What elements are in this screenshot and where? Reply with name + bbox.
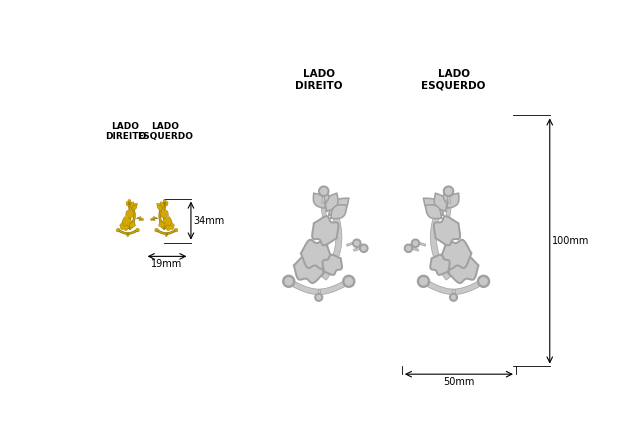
Polygon shape (129, 221, 135, 228)
Circle shape (284, 276, 294, 287)
Polygon shape (442, 240, 472, 269)
Polygon shape (125, 209, 134, 218)
Text: 50mm: 50mm (444, 377, 475, 387)
Polygon shape (118, 229, 138, 235)
Circle shape (163, 200, 166, 203)
Polygon shape (430, 255, 450, 275)
Circle shape (116, 228, 120, 232)
Circle shape (343, 276, 355, 287)
Polygon shape (426, 205, 442, 218)
Polygon shape (331, 205, 347, 218)
Polygon shape (329, 198, 349, 215)
Polygon shape (452, 289, 455, 294)
Polygon shape (301, 240, 331, 269)
Polygon shape (444, 188, 454, 205)
Text: LADO
ESQUERDO: LADO ESQUERDO (137, 122, 193, 141)
Circle shape (165, 234, 168, 236)
Text: 100mm: 100mm (552, 236, 589, 246)
Polygon shape (126, 202, 130, 207)
Polygon shape (322, 196, 325, 203)
Polygon shape (163, 200, 166, 206)
Polygon shape (132, 205, 137, 210)
Polygon shape (160, 202, 164, 208)
Circle shape (319, 187, 328, 196)
Polygon shape (314, 193, 325, 208)
Polygon shape (317, 289, 320, 294)
Text: 34mm: 34mm (193, 215, 225, 225)
Text: LADO
ESQUERDO: LADO ESQUERDO (421, 69, 486, 91)
Polygon shape (153, 219, 155, 221)
Polygon shape (412, 247, 419, 251)
Polygon shape (164, 202, 165, 205)
Circle shape (404, 245, 412, 252)
Polygon shape (444, 195, 454, 276)
Polygon shape (156, 229, 177, 235)
Polygon shape (353, 247, 360, 251)
Circle shape (450, 294, 457, 301)
Polygon shape (319, 195, 328, 276)
Circle shape (141, 218, 143, 221)
Circle shape (139, 217, 141, 219)
Polygon shape (127, 233, 128, 234)
Polygon shape (447, 193, 459, 208)
Polygon shape (287, 279, 350, 295)
Circle shape (412, 239, 419, 247)
Polygon shape (157, 203, 163, 209)
Circle shape (478, 276, 489, 287)
Polygon shape (139, 219, 141, 221)
Polygon shape (129, 202, 130, 205)
Polygon shape (449, 255, 479, 283)
Polygon shape (156, 218, 157, 219)
Polygon shape (294, 255, 324, 283)
Text: LADO
DIREITO: LADO DIREITO (295, 69, 342, 91)
Circle shape (128, 200, 131, 203)
Circle shape (150, 218, 153, 221)
Polygon shape (128, 202, 131, 228)
Circle shape (315, 294, 323, 301)
Polygon shape (447, 196, 451, 203)
Polygon shape (159, 221, 165, 228)
Polygon shape (419, 242, 426, 246)
Polygon shape (323, 255, 342, 275)
Polygon shape (434, 216, 460, 245)
Polygon shape (326, 193, 338, 211)
Circle shape (360, 245, 367, 252)
Polygon shape (131, 203, 138, 209)
Polygon shape (120, 222, 129, 231)
Polygon shape (137, 218, 139, 219)
Circle shape (127, 234, 129, 236)
Polygon shape (431, 191, 451, 280)
Circle shape (174, 228, 178, 232)
Circle shape (418, 276, 429, 287)
Circle shape (153, 217, 156, 219)
Polygon shape (422, 279, 485, 295)
Polygon shape (321, 191, 342, 280)
Text: LADO
DIREITO: LADO DIREITO (105, 122, 146, 141)
Polygon shape (319, 188, 329, 205)
Polygon shape (164, 222, 174, 231)
Polygon shape (163, 202, 166, 228)
Polygon shape (163, 217, 172, 226)
Polygon shape (346, 242, 353, 246)
Polygon shape (164, 202, 168, 207)
Polygon shape (424, 198, 444, 215)
Polygon shape (160, 209, 168, 218)
Circle shape (136, 228, 140, 232)
Polygon shape (435, 193, 447, 211)
Text: 19mm: 19mm (152, 259, 182, 269)
Polygon shape (122, 217, 132, 226)
Polygon shape (129, 201, 135, 230)
Circle shape (444, 187, 453, 196)
Polygon shape (157, 205, 163, 210)
Circle shape (353, 239, 360, 247)
Polygon shape (128, 200, 131, 206)
Polygon shape (312, 216, 339, 245)
Polygon shape (159, 201, 166, 230)
Circle shape (155, 228, 158, 232)
Polygon shape (130, 202, 134, 208)
